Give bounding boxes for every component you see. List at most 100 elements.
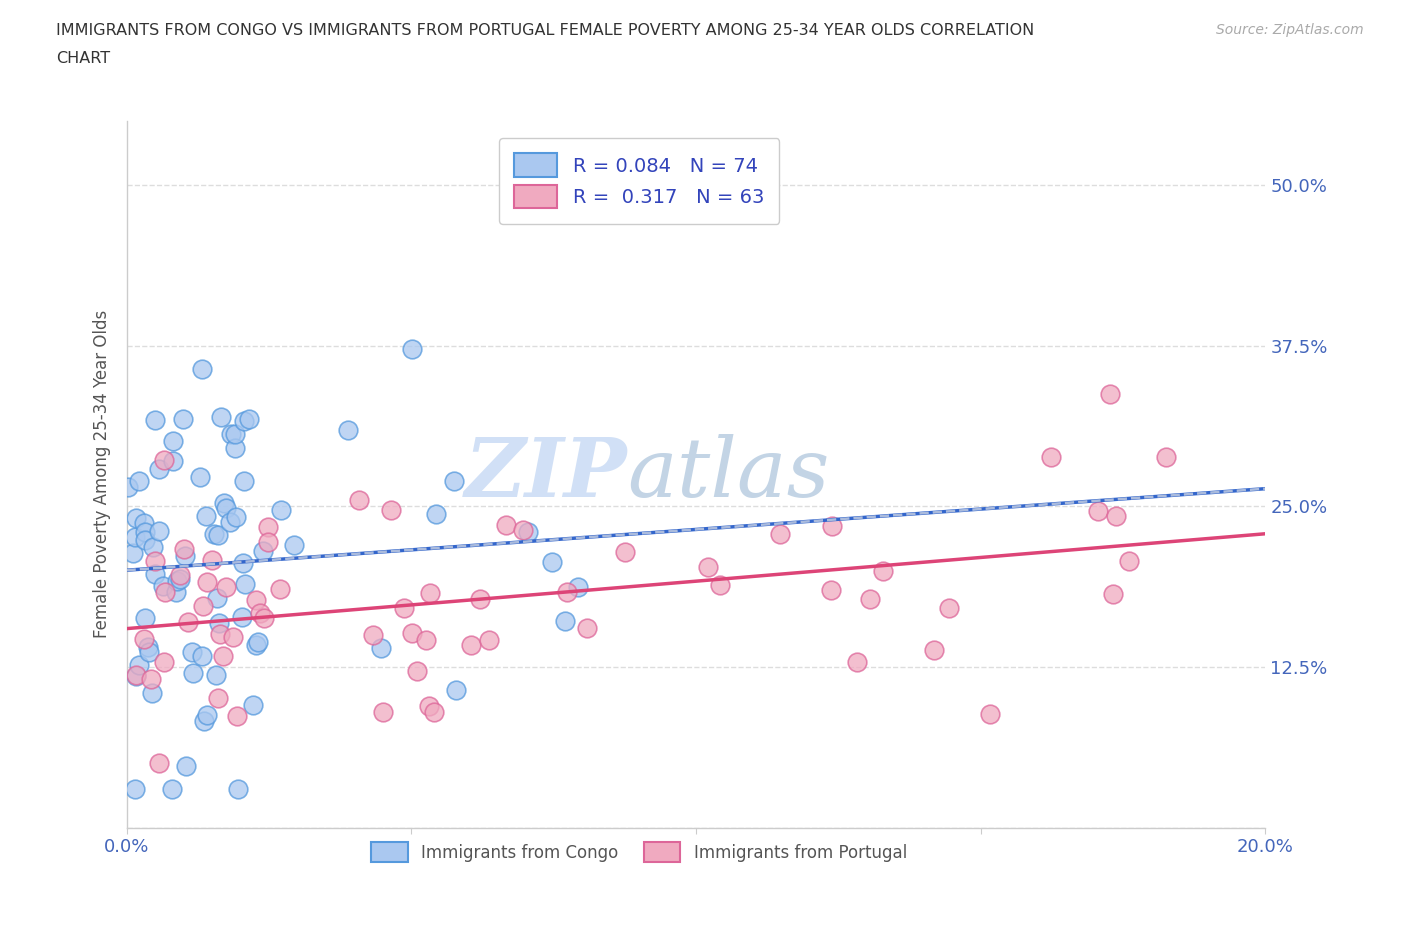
Point bbox=[177, 615, 200, 630]
Point bbox=[128, 473, 150, 488]
Point bbox=[201, 552, 224, 567]
Point bbox=[125, 667, 148, 682]
Y-axis label: Female Poverty Among 25-34 Year Olds: Female Poverty Among 25-34 Year Olds bbox=[93, 311, 111, 638]
Point bbox=[215, 500, 238, 515]
Point bbox=[136, 639, 159, 654]
Point bbox=[238, 411, 260, 426]
Text: IMMIGRANTS FROM CONGO VS IMMIGRANTS FROM PORTUGAL FEMALE POVERTY AMONG 25-34 YEA: IMMIGRANTS FROM CONGO VS IMMIGRANTS FROM… bbox=[56, 23, 1035, 38]
Point bbox=[859, 591, 882, 606]
Text: atlas: atlas bbox=[627, 434, 830, 514]
Point bbox=[443, 473, 465, 488]
Point bbox=[460, 638, 482, 653]
Point bbox=[249, 605, 271, 620]
Point bbox=[336, 423, 359, 438]
Point bbox=[512, 523, 534, 538]
Text: CHART: CHART bbox=[56, 51, 110, 66]
Point bbox=[1105, 509, 1128, 524]
Point bbox=[845, 655, 868, 670]
Point bbox=[209, 626, 232, 641]
Point bbox=[125, 511, 148, 525]
Point bbox=[174, 759, 197, 774]
Point bbox=[180, 645, 202, 660]
Point bbox=[575, 620, 598, 635]
Point bbox=[191, 649, 214, 664]
Point bbox=[191, 361, 214, 376]
Point bbox=[224, 427, 246, 442]
Point bbox=[242, 698, 264, 712]
Point bbox=[478, 632, 501, 647]
Point bbox=[233, 414, 256, 429]
Point bbox=[709, 578, 731, 592]
Point bbox=[128, 658, 150, 672]
Point bbox=[226, 709, 249, 724]
Point bbox=[768, 526, 790, 541]
Point bbox=[245, 592, 267, 607]
Point bbox=[207, 691, 229, 706]
Point bbox=[209, 409, 232, 424]
Point bbox=[134, 611, 156, 626]
Point bbox=[371, 705, 394, 720]
Point bbox=[820, 583, 842, 598]
Point bbox=[401, 625, 423, 640]
Point bbox=[141, 685, 163, 700]
Point bbox=[165, 584, 187, 599]
Point bbox=[211, 648, 233, 663]
Point bbox=[162, 454, 184, 469]
Point bbox=[938, 601, 960, 616]
Point bbox=[208, 616, 231, 631]
Point bbox=[1087, 503, 1109, 518]
Point bbox=[405, 663, 427, 678]
Point bbox=[1118, 553, 1140, 568]
Point bbox=[153, 453, 176, 468]
Point bbox=[215, 579, 238, 594]
Point bbox=[169, 567, 191, 582]
Point bbox=[173, 542, 195, 557]
Point bbox=[139, 671, 162, 686]
Point bbox=[253, 611, 276, 626]
Point bbox=[235, 577, 257, 591]
Point bbox=[821, 519, 844, 534]
Point bbox=[370, 641, 392, 656]
Point bbox=[195, 575, 218, 590]
Point bbox=[269, 581, 291, 596]
Point bbox=[516, 525, 538, 539]
Point bbox=[142, 539, 165, 554]
Point bbox=[872, 564, 894, 578]
Point bbox=[419, 585, 441, 600]
Point bbox=[540, 554, 562, 569]
Point bbox=[205, 667, 228, 682]
Point bbox=[232, 556, 254, 571]
Point bbox=[349, 492, 371, 507]
Point bbox=[219, 427, 242, 442]
Point bbox=[252, 543, 274, 558]
Point bbox=[224, 441, 246, 456]
Point bbox=[1102, 587, 1125, 602]
Point bbox=[1040, 450, 1063, 465]
Point bbox=[401, 342, 423, 357]
Point bbox=[245, 637, 267, 652]
Point bbox=[124, 782, 146, 797]
Point bbox=[567, 579, 589, 594]
Point bbox=[1154, 450, 1177, 465]
Point bbox=[172, 411, 194, 426]
Point bbox=[193, 714, 215, 729]
Point bbox=[134, 631, 156, 646]
Point bbox=[138, 644, 160, 659]
Point bbox=[134, 533, 156, 548]
Point bbox=[124, 669, 146, 684]
Point bbox=[195, 708, 218, 723]
Point bbox=[283, 538, 305, 552]
Point bbox=[148, 756, 170, 771]
Point bbox=[162, 433, 184, 448]
Point bbox=[205, 591, 228, 605]
Legend: Immigrants from Congo, Immigrants from Portugal: Immigrants from Congo, Immigrants from P… bbox=[364, 835, 914, 869]
Point bbox=[614, 545, 637, 560]
Point bbox=[226, 782, 249, 797]
Point bbox=[363, 628, 385, 643]
Text: ZIP: ZIP bbox=[465, 434, 627, 514]
Point bbox=[270, 502, 292, 517]
Point bbox=[392, 600, 415, 615]
Point bbox=[117, 480, 139, 495]
Point bbox=[423, 704, 446, 719]
Point bbox=[380, 503, 402, 518]
